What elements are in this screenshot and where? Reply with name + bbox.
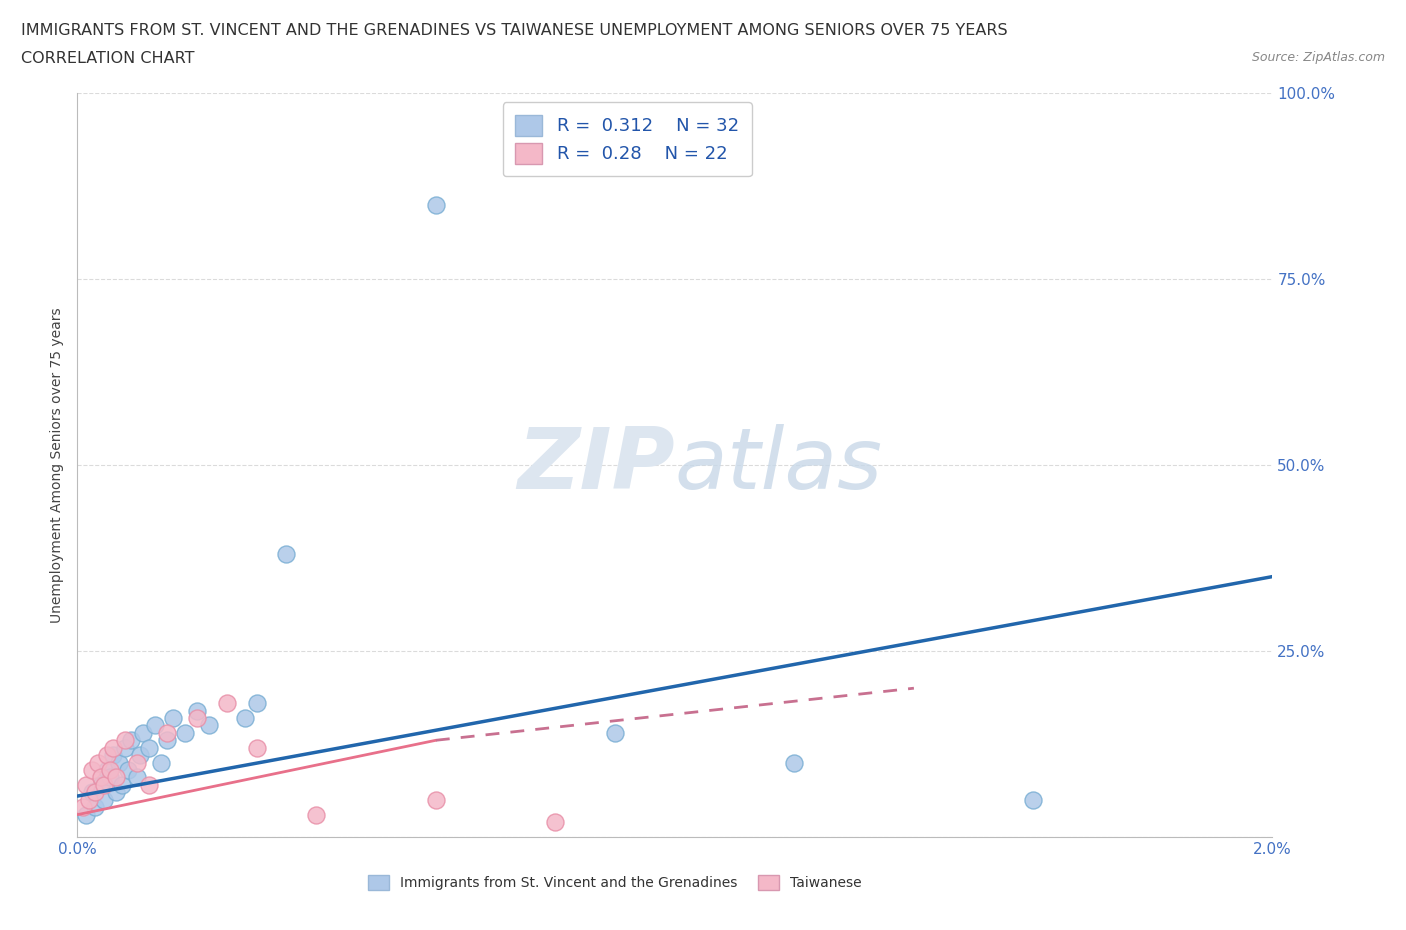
- Point: [108, 755, 131, 770]
- Point: [111, 777, 134, 792]
- Point: [90, 770, 112, 785]
- Point: [117, 763, 139, 777]
- Text: IMMIGRANTS FROM ST. VINCENT AND THE GRENADINES VS TAIWANESE UNEMPLOYMENT AMONG S: IMMIGRANTS FROM ST. VINCENT AND THE GREN…: [21, 23, 1008, 38]
- Text: ZIP: ZIP: [517, 423, 675, 507]
- Point: [544, 815, 567, 830]
- Point: [84, 785, 107, 800]
- Legend: Immigrants from St. Vincent and the Grenadines, Taiwanese: Immigrants from St. Vincent and the Gren…: [361, 869, 869, 897]
- Point: [98, 763, 121, 777]
- Point: [87, 755, 110, 770]
- Point: [127, 770, 149, 785]
- Point: [1022, 792, 1045, 807]
- Point: [186, 703, 208, 718]
- Point: [156, 733, 179, 748]
- Point: [425, 792, 447, 807]
- Point: [138, 740, 160, 755]
- Point: [103, 740, 124, 755]
- Point: [156, 725, 179, 740]
- Point: [90, 777, 112, 792]
- Point: [132, 725, 155, 740]
- Point: [75, 807, 97, 822]
- Point: [129, 748, 152, 763]
- Point: [93, 792, 115, 807]
- Point: [174, 725, 197, 740]
- Point: [246, 740, 269, 755]
- Point: [96, 748, 118, 763]
- Point: [186, 711, 208, 725]
- Point: [605, 725, 627, 740]
- Text: CORRELATION CHART: CORRELATION CHART: [21, 51, 194, 66]
- Point: [138, 777, 160, 792]
- Point: [84, 800, 107, 815]
- Point: [82, 785, 104, 800]
- Point: [143, 718, 166, 733]
- Point: [114, 733, 136, 748]
- Point: [233, 711, 256, 725]
- Point: [162, 711, 184, 725]
- Point: [305, 807, 328, 822]
- Point: [72, 800, 94, 815]
- Point: [276, 547, 298, 562]
- Point: [105, 785, 128, 800]
- Point: [98, 770, 121, 785]
- Point: [198, 718, 221, 733]
- Text: Source: ZipAtlas.com: Source: ZipAtlas.com: [1251, 51, 1385, 64]
- Point: [120, 733, 142, 748]
- Point: [127, 755, 149, 770]
- Point: [783, 755, 806, 770]
- Point: [96, 763, 118, 777]
- Point: [79, 792, 101, 807]
- Point: [75, 777, 97, 792]
- Point: [150, 755, 173, 770]
- Point: [103, 748, 124, 763]
- Point: [215, 696, 238, 711]
- Point: [246, 696, 269, 711]
- Point: [82, 763, 104, 777]
- Point: [425, 197, 447, 212]
- Point: [93, 777, 115, 792]
- Y-axis label: Unemployment Among Seniors over 75 years: Unemployment Among Seniors over 75 years: [51, 307, 65, 623]
- Text: atlas: atlas: [675, 423, 883, 507]
- Point: [114, 740, 136, 755]
- Point: [105, 770, 128, 785]
